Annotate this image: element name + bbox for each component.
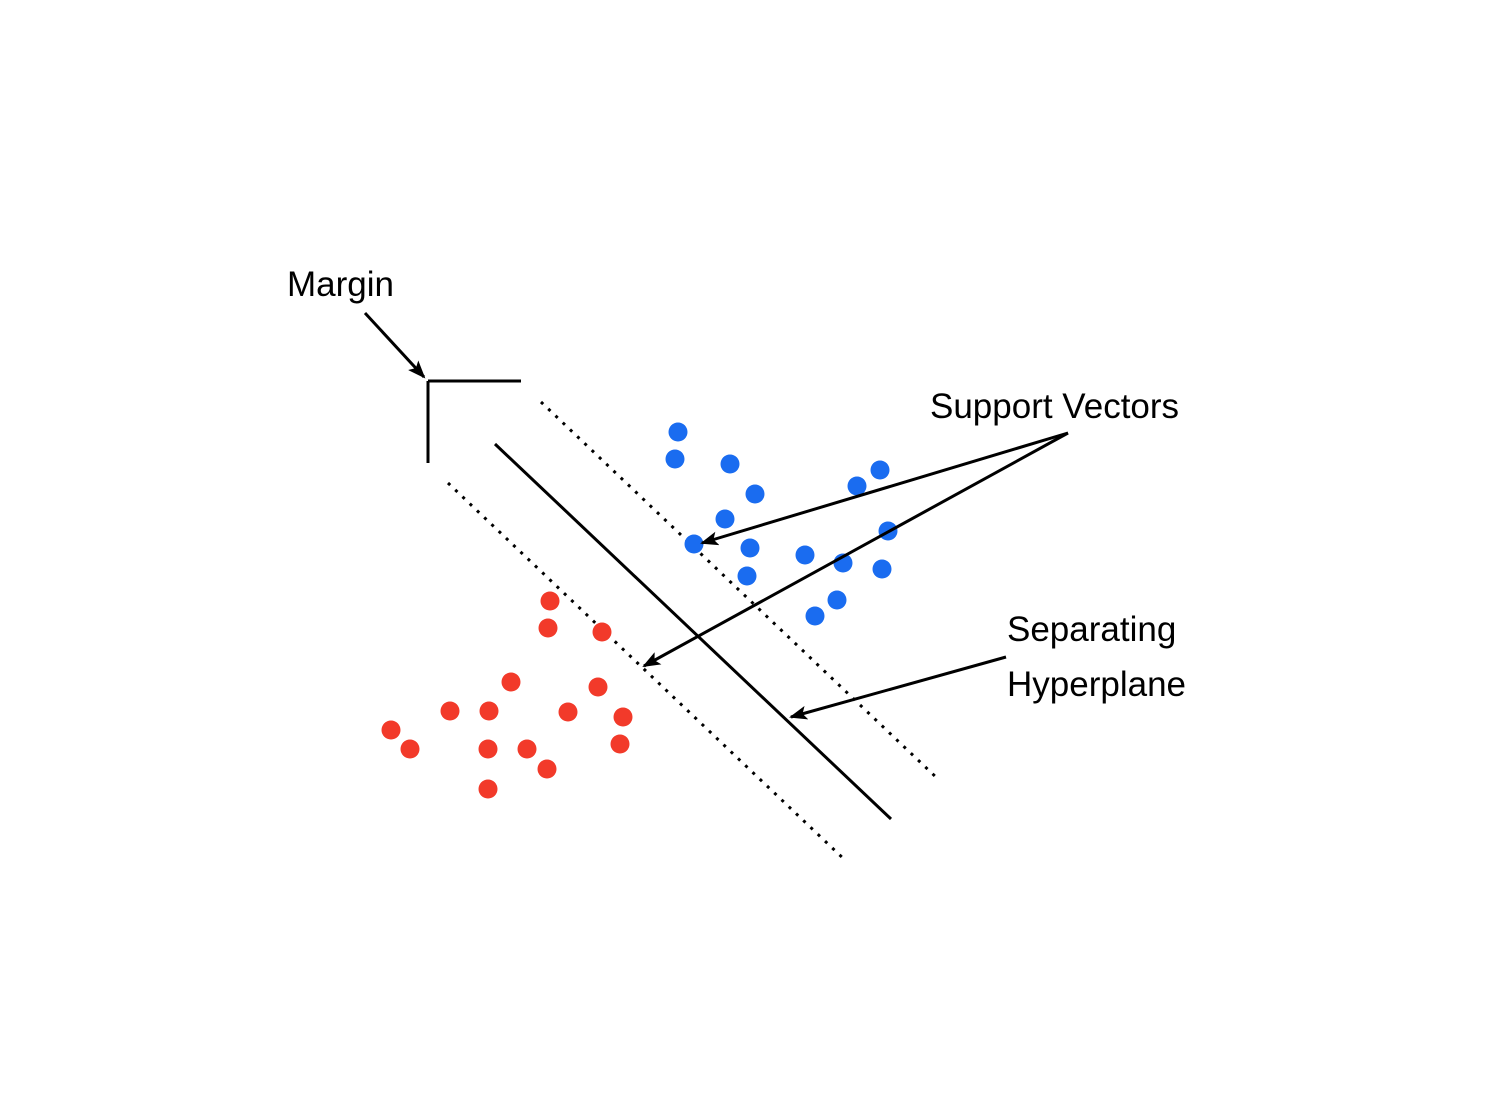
margin-label: Margin [287,265,394,304]
class-b-point [517,739,537,759]
support-vector-arrow-a [700,431,1069,546]
class-b-point [478,779,498,799]
class-a-point [684,534,704,554]
class-a-point [715,509,735,529]
class-a-point [795,545,815,565]
class-b-point [537,759,557,779]
class-a-point [740,538,760,558]
class-a-point [668,422,688,442]
separating-hyperplane-label-line2: Hyperplane [1007,665,1186,704]
class-b-point [613,707,633,727]
class-a-point [737,566,757,586]
margin-arrow [363,311,426,379]
separating-hyperplane-line [493,442,893,821]
support-vector-arrow-b [642,431,1069,668]
class-b-point [558,702,578,722]
class-a-point [665,449,685,469]
class-a-point [847,476,867,496]
class-b-points [381,591,633,799]
class-a-point [745,484,765,504]
class-a-points [665,422,898,626]
class-a-point [720,454,740,474]
separating-hyperplane-label-line1: Separating [1007,610,1176,649]
class-b-point [540,591,560,611]
class-b-point [400,739,420,759]
upper-margin-line [539,400,940,781]
class-b-point [381,720,401,740]
class-b-point [538,618,558,638]
class-a-point [872,559,892,579]
class-a-point [827,590,847,610]
class-b-point [501,672,521,692]
support-vectors-label: Support Vectors [930,387,1179,426]
class-b-point [479,701,499,721]
class-b-point [588,677,608,697]
class-a-point [805,606,825,626]
class-a-point [870,460,890,480]
margin-bracket [426,379,521,463]
class-b-point [592,622,612,642]
hyperplane-arrow [789,655,1007,720]
class-b-point [610,734,630,754]
class-b-point [478,739,498,759]
lower-margin-line [446,481,848,863]
class-b-point [440,701,460,721]
